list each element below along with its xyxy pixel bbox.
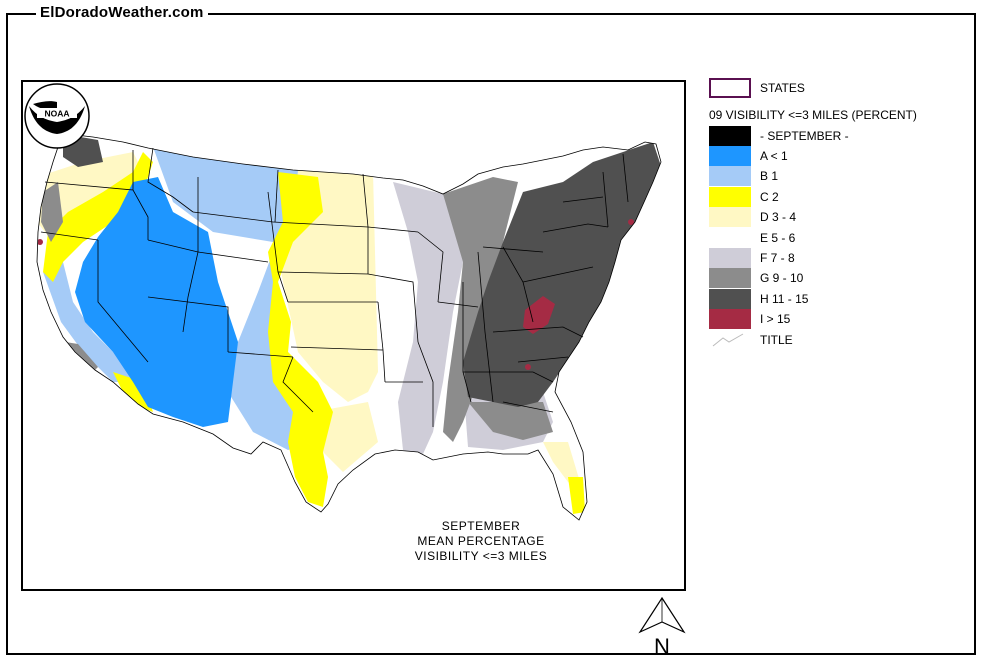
zone-i-west-virginia [523,296,555,334]
legend-title: TITLE [709,330,793,350]
legend-item-label: H 11 - 15 [760,291,809,306]
visibility-zones [37,134,661,514]
legend-swatch [709,248,751,268]
zone-c-high-plains [268,172,333,507]
zone-g-southeast [468,402,553,440]
legend-swatch [709,288,751,309]
caption-line-2: MEAN PERCENTAGE [417,534,545,548]
legend-swatch [709,268,751,289]
legend-month: - SEPTEMBER - [709,126,849,146]
svg-text:N: N [654,634,670,658]
outer-frame [6,13,976,655]
legend-swatch [709,309,751,330]
zone-f-mississippi [393,182,463,454]
legend-item-label: I > 15 [760,312,791,327]
zone-i-california-coast [37,239,43,245]
legend-item: D 3 - 4 [709,207,797,228]
legend-item: I > 15 [709,309,791,330]
legend-swatch [709,207,751,228]
legend-item-label: D 3 - 4 [760,210,797,225]
legend-heading: 09 VISIBILITY <=3 MILES (PERCENT) [709,108,917,122]
zone-a-great-basin [75,177,238,427]
zone-i-north-carolina [525,364,531,370]
caption-line-1: SEPTEMBER [441,519,521,533]
site-title: ElDoradoWeather.com [36,4,208,21]
title-line-icon [712,333,744,347]
legend-item-label: G 9 - 10 [760,271,804,286]
legend-swatch [709,227,751,248]
zone-g-oregon-coast [41,182,63,242]
noaa-logo: NOAA [24,83,90,149]
legend-item: B 1 [709,166,779,187]
legend-item-label: C 2 [760,189,779,204]
zone-c-florida-tip [568,477,585,514]
legend-states-label: STATES [760,81,805,95]
legend-swatch [709,166,751,187]
legend-item-label: F 7 - 8 [760,251,795,265]
zone-b-california [43,262,143,382]
svg-text:NOAA: NOAA [44,109,69,119]
legend-item: A < 1 [709,146,788,166]
caption-line-3: VISIBILITY <=3 MILES [414,549,548,563]
legend-item-label: A < 1 [760,149,788,163]
states-swatch [709,78,751,98]
legend-month-label: - SEPTEMBER - [760,129,849,143]
us-visibility-map [36,133,662,521]
north-arrow-icon: N [638,596,686,658]
zone-i-new-hampshire [628,219,634,225]
map-frame: NOAA SEPTEMBER MEAN PERCENTAGE VISIBILIT… [21,80,686,591]
legend-item-label: E 5 - 6 [760,230,796,245]
legend-item: H 11 - 15 [709,288,809,309]
legend-states: STATES [709,78,805,98]
legend-item: G 9 - 10 [709,268,804,289]
zone-h-northeast [463,142,661,407]
state-boundaries [36,133,662,521]
legend-swatch [709,146,751,166]
legend-title-label: TITLE [760,333,793,347]
map-caption: SEPTEMBER MEAN PERCENTAGE VISIBILITY <=3… [391,519,571,564]
zone-c-northwest [43,152,153,282]
month-swatch [709,126,751,146]
legend-swatch [709,186,751,207]
legend-item: E 5 - 6 [709,227,796,248]
legend-item-label: B 1 [760,169,779,184]
legend-item: C 2 [709,186,779,207]
legend-item: F 7 - 8 [709,248,795,268]
